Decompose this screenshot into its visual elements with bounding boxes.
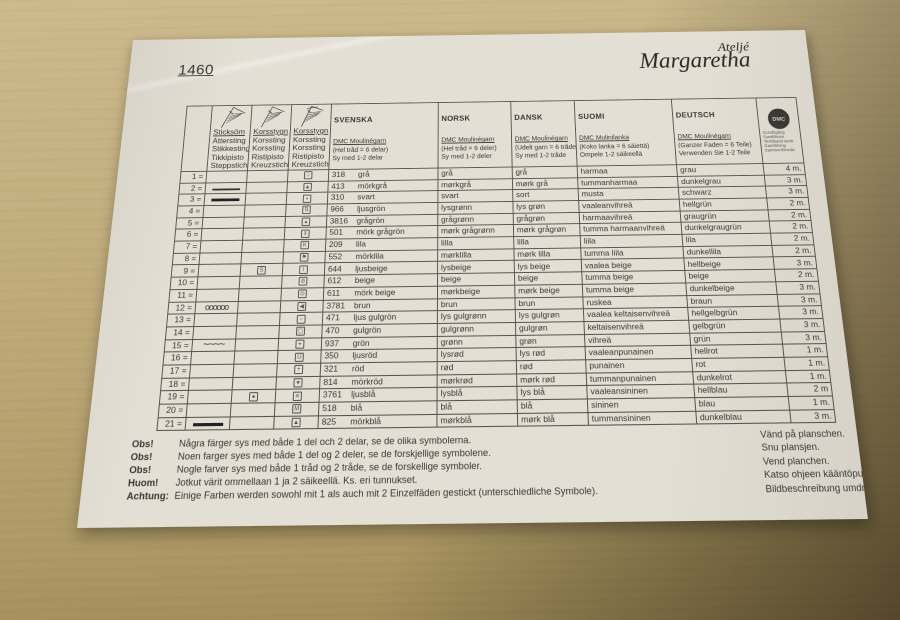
svg-text:DMC: DMC bbox=[772, 117, 786, 123]
